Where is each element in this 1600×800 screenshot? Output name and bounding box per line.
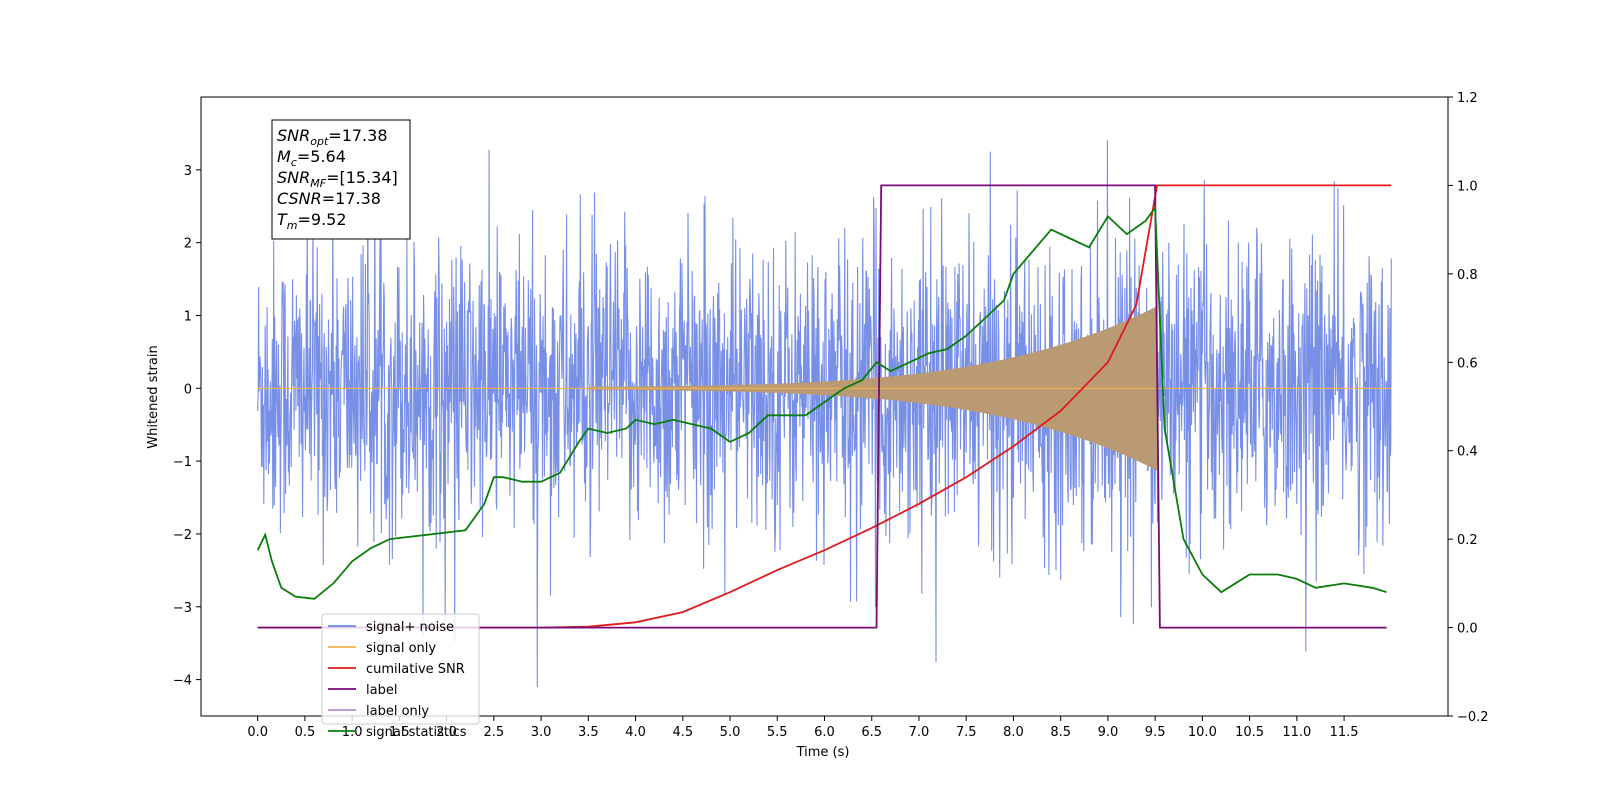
cumulative-snr-line bbox=[257, 184, 1392, 629]
y-axis-label: Whitened strain bbox=[146, 345, 161, 448]
x-tick-label: 6.5 bbox=[861, 725, 882, 740]
x-tick-label: 2.5 bbox=[484, 725, 505, 740]
legend-entry: cumilative SNR bbox=[366, 662, 465, 677]
legend-entry: signal only bbox=[366, 641, 436, 656]
x-tick-label: 10.0 bbox=[1188, 725, 1217, 740]
y-tick-label: 3 bbox=[184, 164, 192, 179]
y2-tick-label: 0.2 bbox=[1457, 533, 1478, 548]
signal-noise-line bbox=[257, 126, 1392, 687]
x-tick-label: 11.5 bbox=[1330, 725, 1359, 740]
legend-entry: signal statistics bbox=[366, 725, 467, 740]
tick-group: 0.0 0.5 1.0 1.5 2.0 2.5 3.0 3.5 4.0 4.5 5.0 5.5 6.0 6… bbox=[173, 91, 1489, 740]
signal-statistics-line bbox=[256, 204, 1387, 600]
y-tick-label: 1 bbox=[184, 309, 192, 324]
y2-tick-label: 0.4 bbox=[1457, 445, 1478, 460]
x-tick-label: 4.5 bbox=[672, 725, 693, 740]
y-tick-label: −3 bbox=[173, 601, 192, 616]
x-tick-label: 9.0 bbox=[1098, 725, 1119, 740]
annotation-line: Tm=9.52 bbox=[277, 210, 347, 232]
y-tick-label: 2 bbox=[184, 237, 192, 252]
x-tick-label: 3.5 bbox=[578, 725, 599, 740]
x-tick-label: 1.5 bbox=[389, 725, 410, 740]
y2-tick-label: 0.8 bbox=[1457, 268, 1478, 283]
legend-entry: signal+ noise bbox=[366, 620, 454, 635]
annotation-line: CSNR=17.38 bbox=[277, 189, 381, 208]
y2-tick-label: 1.0 bbox=[1457, 179, 1478, 194]
y2-tick-label: 0.6 bbox=[1457, 356, 1478, 371]
annotation-line: SNRopt=17.38 bbox=[277, 126, 388, 148]
plot-area bbox=[256, 126, 1392, 687]
y-tick-label: −1 bbox=[173, 455, 192, 470]
x-tick-label: 10.5 bbox=[1235, 725, 1264, 740]
y2-tick-label: 1.2 bbox=[1457, 91, 1478, 106]
legend-entry: label only bbox=[366, 704, 429, 719]
x-tick-label: 5.0 bbox=[720, 725, 741, 740]
legend-entry: label bbox=[366, 683, 397, 698]
x-tick-label: 8.0 bbox=[1003, 725, 1024, 740]
label-line bbox=[257, 184, 1387, 629]
x-tick-label: 0.0 bbox=[247, 725, 268, 740]
x-tick-label: 6.0 bbox=[814, 725, 835, 740]
legend: signal+ noise signal only cumilative SNR la… bbox=[321, 613, 480, 740]
x-tick-label: 4.0 bbox=[625, 725, 646, 740]
legend-frame bbox=[321, 613, 480, 725]
annotation-frame bbox=[271, 119, 411, 240]
y2-tick-label: 0.0 bbox=[1457, 622, 1478, 637]
x-tick-label: 11.0 bbox=[1282, 725, 1311, 740]
x-axis-label: Time (s) bbox=[796, 745, 850, 760]
x-tick-label: 7.0 bbox=[909, 725, 930, 740]
x-tick-label: 1.0 bbox=[342, 725, 363, 740]
y-tick-label: −4 bbox=[173, 674, 192, 689]
x-tick-label: 7.5 bbox=[956, 725, 977, 740]
y2-tick-label: −0.2 bbox=[1457, 710, 1489, 725]
y-tick-label: 0 bbox=[184, 382, 192, 397]
y-tick-label: −2 bbox=[173, 528, 192, 543]
stats-annotation-box: SNRopt=17.38Mc=5.64SNRMF=[15.34]CSNR=17.… bbox=[271, 119, 411, 240]
annotation-line: Mc=5.64 bbox=[277, 147, 346, 169]
x-tick-label: 3.0 bbox=[531, 725, 552, 740]
x-tick-label: 0.5 bbox=[295, 725, 316, 740]
annotation-line: SNRMF=[15.34] bbox=[277, 168, 398, 190]
x-tick-label: 5.5 bbox=[767, 725, 788, 740]
x-tick-label: 8.5 bbox=[1050, 725, 1071, 740]
x-tick-label: 2.0 bbox=[436, 725, 457, 740]
x-tick-label: 9.5 bbox=[1145, 725, 1166, 740]
series-layer bbox=[256, 126, 1392, 687]
